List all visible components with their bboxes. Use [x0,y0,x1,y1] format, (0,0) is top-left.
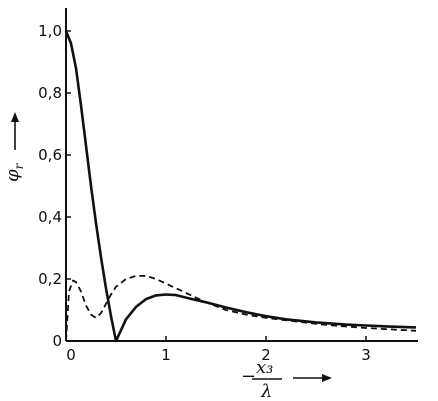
y-tick-label: 1,0 [38,22,62,40]
y-tick-label: 0,6 [38,146,62,164]
y-axis-label-sub: r [12,162,26,169]
y-ticks: 0 0,2 0,4 0,6 0,8 1,0 [38,22,71,350]
series-dashed-line [65,274,417,342]
y-axis-label-main: φ [2,169,23,182]
x-axis-label-denominator: λ [260,381,272,401]
x-tick-label: 3 [361,346,371,364]
series-layer [64,30,417,343]
y-tick-label: 0,8 [38,84,62,102]
y-axis-arrow-head [11,112,19,122]
y-axis-label: φr [2,112,26,182]
y-tick-label: 0 [52,332,62,350]
x-axis-label-numerator: x₃ [256,357,273,378]
x-axis-label: − x₃ λ [241,357,332,401]
y-tick-label: 0,2 [38,270,62,288]
x-axis-label-prefix: − [241,366,256,387]
x-axis-arrow-head [322,374,332,382]
x-tick-label: 0 [66,346,76,364]
x-tick-label: 1 [161,346,171,364]
x-tick-label: 2 [261,346,271,364]
y-tick-label: 0,4 [38,208,62,226]
svg-text:φr: φr [2,162,26,182]
series-solid-line [64,30,417,343]
